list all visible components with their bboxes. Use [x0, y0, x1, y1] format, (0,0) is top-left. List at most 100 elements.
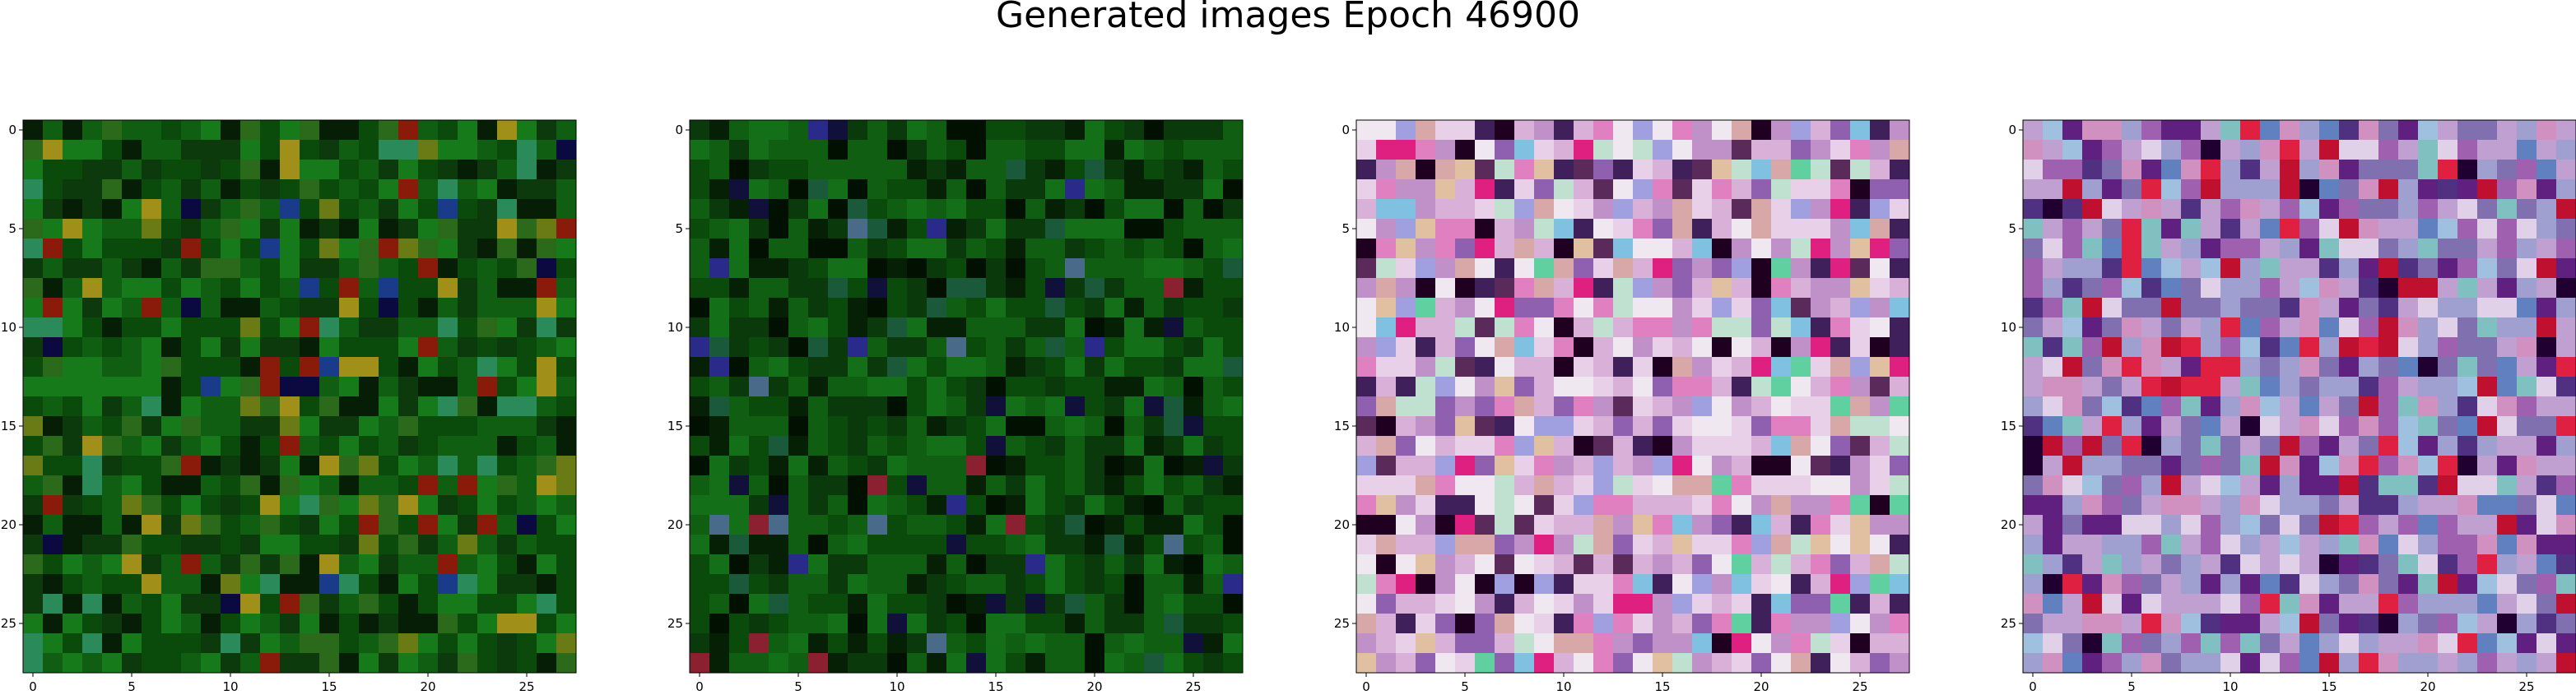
- pixel: [1045, 258, 1066, 279]
- pixel: [966, 633, 987, 654]
- pixel: [1672, 594, 1693, 614]
- pixel: [1455, 554, 1476, 575]
- pixel: [1574, 416, 1594, 437]
- pixel: [907, 298, 928, 318]
- pixel: [1416, 140, 1436, 160]
- pixel: [966, 199, 987, 220]
- pixel: [2477, 554, 2498, 575]
- pixel: [1396, 298, 1416, 318]
- pixel: [2556, 574, 2576, 595]
- pixel: [556, 140, 577, 160]
- pixel: [2378, 239, 2399, 259]
- pixel: [497, 357, 518, 378]
- pixel: [1164, 594, 1184, 614]
- pixel: [1771, 298, 1792, 318]
- pixel: [808, 337, 829, 358]
- pixel: [1045, 317, 1066, 338]
- pixel: [2082, 416, 2103, 437]
- pixel: [1811, 160, 1831, 180]
- pixel: [181, 614, 202, 634]
- pixel: [788, 377, 809, 397]
- pixel: [300, 120, 320, 141]
- pixel: [161, 614, 182, 634]
- pixel: [556, 653, 577, 674]
- pixel: [1376, 396, 1397, 417]
- pixel: [1203, 357, 1224, 378]
- pixel: [43, 475, 63, 496]
- pixel: [1124, 475, 1145, 496]
- pixel: [2418, 574, 2439, 595]
- pixel: [1850, 357, 1871, 378]
- pixel: [122, 614, 142, 634]
- pixel: [1712, 653, 1732, 674]
- pixel: [1692, 475, 1713, 496]
- pixel: [1890, 495, 1910, 516]
- pixel: [2477, 140, 2498, 160]
- pixel: [2319, 377, 2340, 397]
- pixel: [2418, 140, 2439, 160]
- pixel: [1435, 653, 1456, 674]
- pixel: [240, 317, 261, 338]
- pixel: [2339, 357, 2360, 378]
- pixel: [2477, 337, 2498, 358]
- pixel: [946, 239, 967, 259]
- pixel: [2536, 258, 2557, 279]
- pixel: [1124, 120, 1145, 141]
- pixel: [497, 179, 518, 200]
- pixel: [927, 219, 947, 239]
- pixel: [1672, 239, 1693, 259]
- pixel: [907, 239, 928, 259]
- pixel: [690, 298, 710, 318]
- pixel: [966, 278, 987, 299]
- pixel: [1104, 515, 1125, 535]
- pixel: [1183, 179, 1204, 200]
- pixel: [122, 456, 142, 476]
- pixel: [477, 554, 498, 575]
- pixel: [1811, 179, 1831, 200]
- pixel: [2161, 396, 2182, 417]
- pixel: [477, 633, 498, 654]
- pixel: [867, 377, 888, 397]
- pixel: [828, 475, 849, 496]
- pixel: [2517, 633, 2537, 654]
- pixel: [1732, 179, 1752, 200]
- pixel: [477, 140, 498, 160]
- pixel: [1712, 554, 1732, 575]
- pixel: [1751, 298, 1772, 318]
- pixel: [986, 653, 1007, 674]
- pixel: [82, 594, 103, 614]
- pixel: [556, 614, 577, 634]
- pixel: [1455, 377, 1476, 397]
- pixel: [2280, 239, 2300, 259]
- pixel: [848, 456, 868, 476]
- pixel: [2023, 574, 2044, 595]
- pixel: [1870, 160, 1890, 180]
- pixel: [1732, 554, 1752, 575]
- pixel: [966, 535, 987, 555]
- x-tick-label: 0: [29, 679, 37, 694]
- pixel: [319, 515, 340, 535]
- pixel: [2102, 120, 2123, 141]
- pixel: [1065, 179, 1086, 200]
- pixel: [142, 653, 162, 674]
- x-tick-label: 25: [1185, 679, 1201, 694]
- pixel: [1495, 140, 1515, 160]
- pixel: [2280, 495, 2300, 516]
- pixel: [280, 377, 300, 397]
- pixel: [2438, 416, 2458, 437]
- pixel: [1495, 554, 1515, 575]
- pixel: [1085, 179, 1105, 200]
- pixel: [1164, 258, 1184, 279]
- pixel: [1045, 515, 1066, 535]
- pixel: [379, 199, 399, 220]
- pixel: [867, 140, 888, 160]
- pixel: [1104, 160, 1125, 180]
- pixel: [2122, 554, 2142, 575]
- pixel: [517, 633, 537, 654]
- pixel: [749, 357, 770, 378]
- pixel: [1435, 574, 1456, 595]
- pixel: [1574, 357, 1594, 378]
- pixel: [848, 337, 868, 358]
- pixel: [1203, 456, 1224, 476]
- pixel: [2181, 653, 2202, 674]
